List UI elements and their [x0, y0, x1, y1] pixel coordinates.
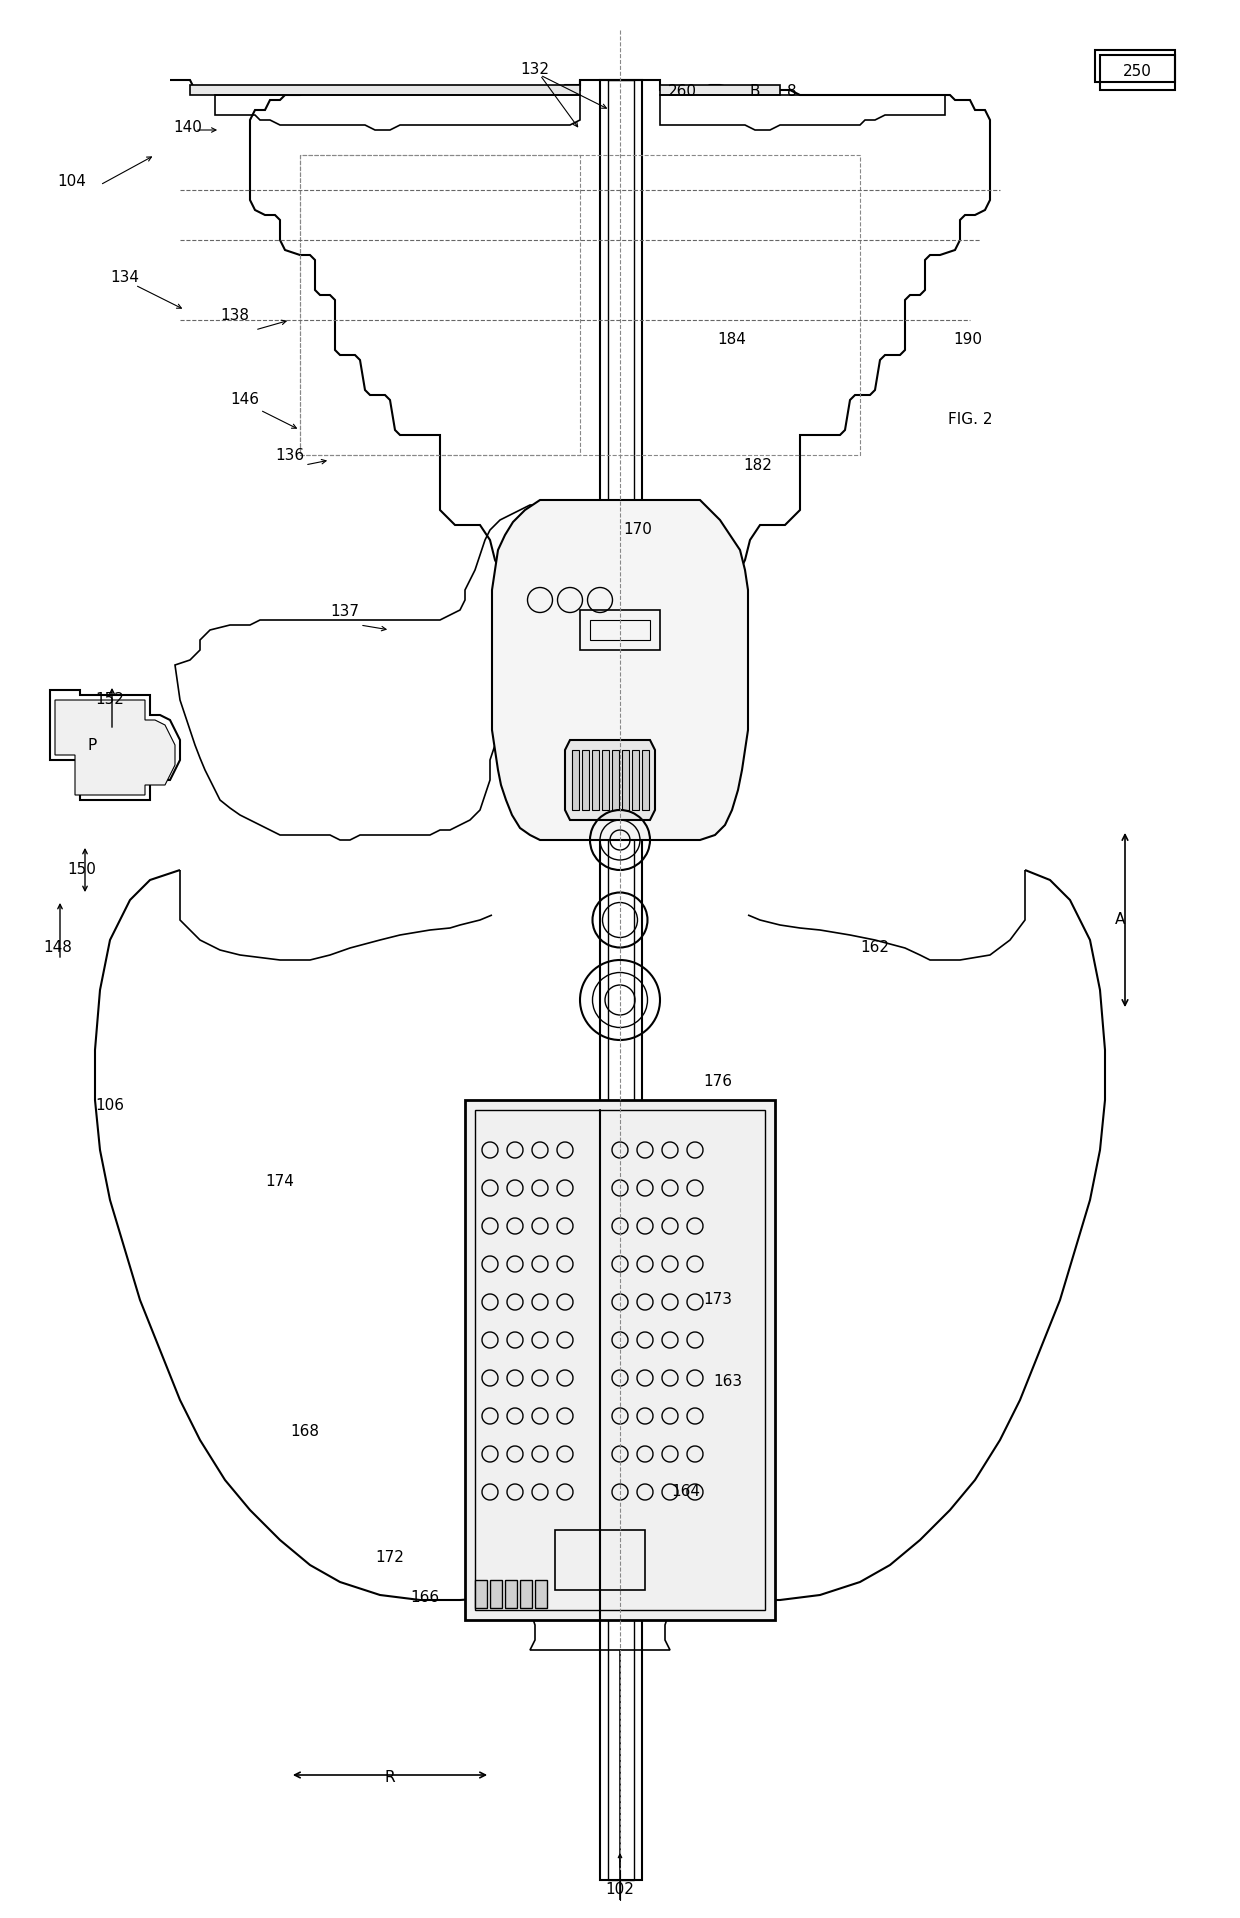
Polygon shape [660, 84, 780, 96]
Bar [475, 1580, 487, 1607]
Polygon shape [55, 700, 175, 794]
Bar [572, 750, 579, 809]
Bar [613, 750, 619, 809]
Bar [300, 155, 580, 455]
Text: 150: 150 [67, 863, 97, 878]
Text: 146: 146 [231, 393, 259, 407]
Text: 104: 104 [57, 175, 87, 190]
Text: 172: 172 [376, 1550, 404, 1565]
Text: 174: 174 [265, 1174, 294, 1189]
Text: A: A [1115, 913, 1125, 928]
Bar [600, 81, 642, 1880]
Bar [465, 1101, 775, 1621]
Text: 132: 132 [521, 63, 549, 77]
Bar [505, 1580, 517, 1607]
Bar [590, 620, 650, 641]
Bar [601, 750, 609, 809]
Bar [591, 750, 599, 809]
Text: 170: 170 [624, 522, 652, 537]
Bar [1095, 50, 1176, 82]
Bar [300, 155, 861, 455]
Text: 163: 163 [713, 1375, 743, 1389]
Text: 134: 134 [110, 270, 139, 284]
Text: 164: 164 [672, 1485, 701, 1500]
Text: 152: 152 [95, 692, 124, 708]
Text: 137: 137 [331, 604, 360, 620]
Text: R: R [384, 1770, 396, 1786]
Bar [556, 1531, 645, 1590]
Text: 173: 173 [703, 1293, 733, 1308]
Text: 8: 8 [787, 84, 797, 100]
Bar [1100, 56, 1176, 90]
Text: 190: 190 [954, 332, 982, 347]
Polygon shape [190, 84, 580, 96]
Polygon shape [492, 501, 748, 840]
Text: 138: 138 [221, 307, 249, 322]
Bar [475, 1111, 765, 1609]
Text: 162: 162 [861, 940, 889, 955]
Text: 184: 184 [718, 332, 746, 347]
Bar [580, 610, 660, 650]
Bar [520, 1580, 532, 1607]
Text: 136: 136 [275, 447, 305, 462]
Bar [490, 1580, 502, 1607]
Text: 102: 102 [605, 1882, 635, 1897]
Bar [534, 1580, 547, 1607]
Text: 166: 166 [410, 1590, 439, 1605]
Polygon shape [565, 740, 655, 821]
Text: 176: 176 [703, 1074, 733, 1089]
Bar [582, 750, 589, 809]
Text: 260: 260 [667, 84, 697, 100]
Bar [642, 750, 649, 809]
Text: 250: 250 [1122, 65, 1152, 79]
Bar [632, 750, 639, 809]
Text: 148: 148 [43, 940, 72, 955]
Bar [608, 81, 634, 1880]
Text: 106: 106 [95, 1097, 124, 1112]
Text: FIG. 2: FIG. 2 [947, 412, 992, 428]
Text: 168: 168 [290, 1425, 320, 1440]
Text: P: P [87, 738, 97, 752]
Text: 182: 182 [744, 458, 773, 472]
Text: 140: 140 [174, 121, 202, 136]
Text: B: B [750, 84, 760, 100]
Bar [622, 750, 629, 809]
